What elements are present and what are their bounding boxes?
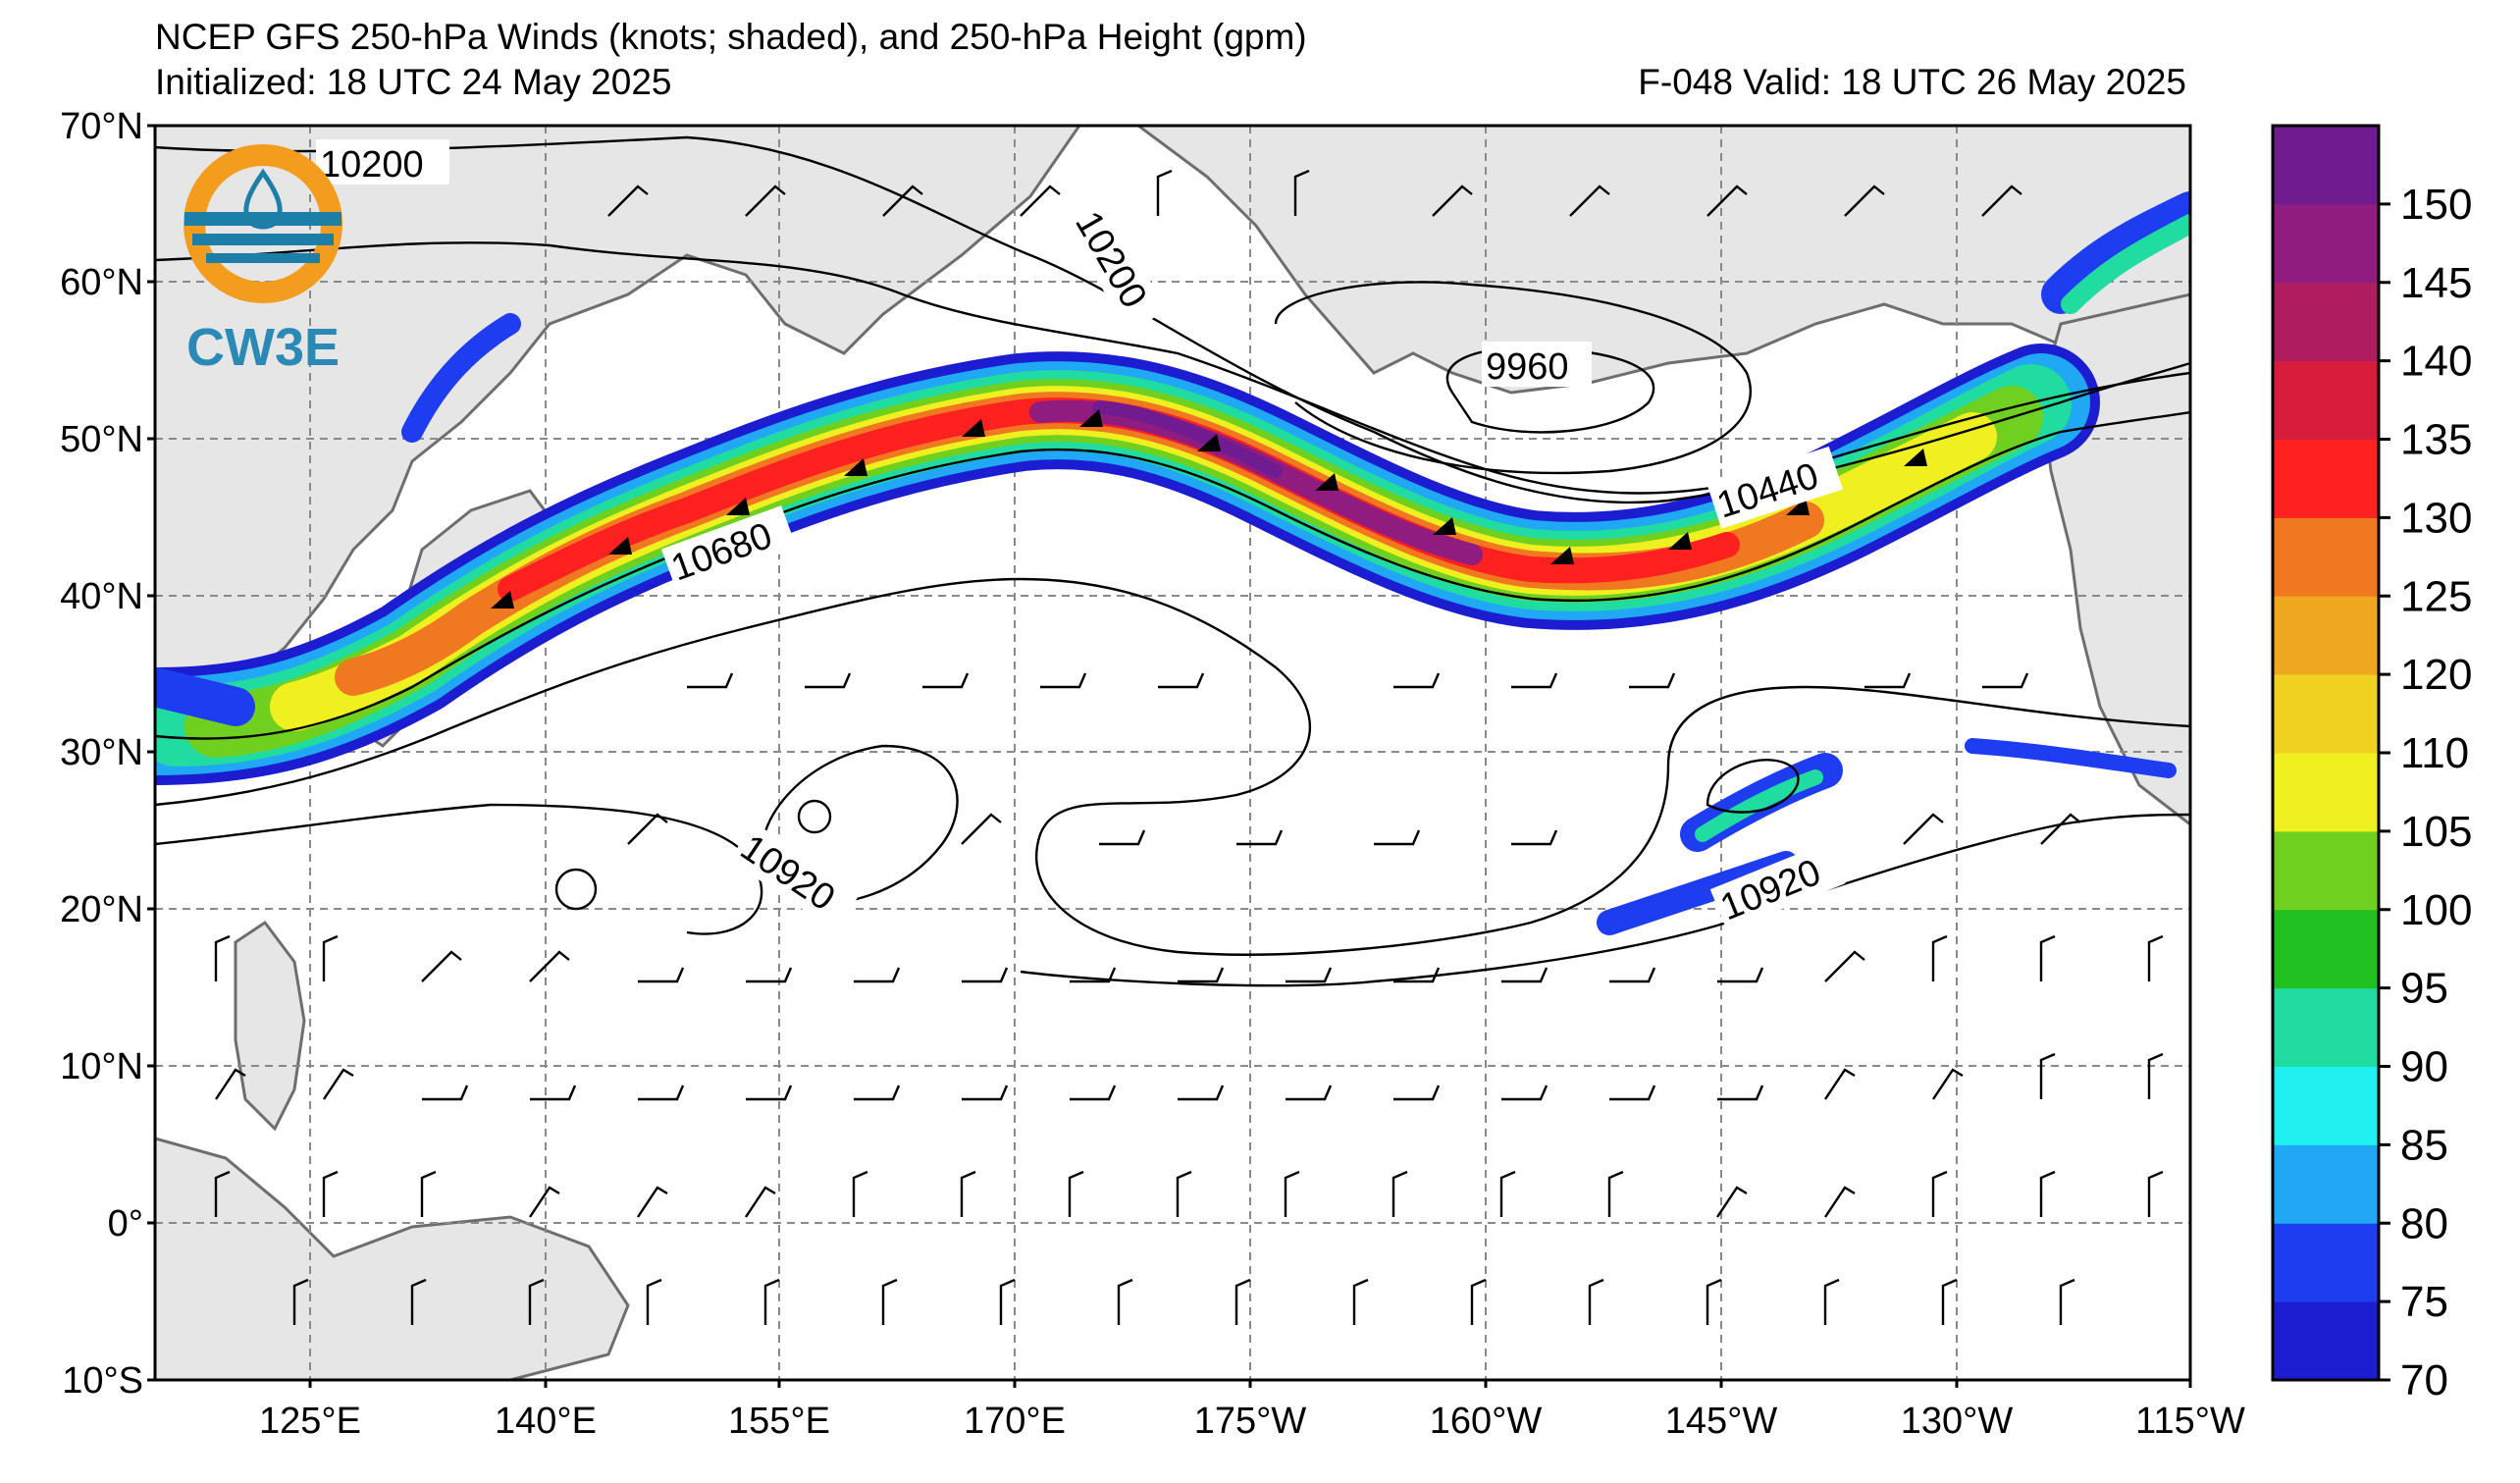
land-maritime-continent xyxy=(155,1137,630,1380)
lon-label: 130°W xyxy=(1901,1401,2014,1442)
wind-barbs xyxy=(214,169,2164,1325)
colorbar-segment xyxy=(2273,1066,2379,1145)
colorbar-tick-label: 85 xyxy=(2400,1121,2448,1169)
lat-label: 60°N xyxy=(60,262,143,303)
colorbar-segment xyxy=(2273,439,2379,518)
lon-label: 125°E xyxy=(259,1401,361,1442)
lat-label: 20°N xyxy=(60,889,143,930)
colorbar-ticks: 70 75 80 85 90 95 100 105 110 120 125 130 135 140 145 1… xyxy=(2379,181,2472,1404)
logo-text: CW3E xyxy=(186,318,340,377)
contour-label: 9960 xyxy=(1486,346,1569,388)
graticule xyxy=(155,126,2190,1380)
map-title: NCEP GFS 250-hPa Winds (knots; shaded), … xyxy=(155,17,1307,57)
colorbar-tick-label: 100 xyxy=(2400,886,2472,934)
colorbar-tick-label: 125 xyxy=(2400,572,2472,620)
lat-label: 10°S xyxy=(62,1360,143,1402)
water-drop-icon xyxy=(184,144,342,303)
colorbar-tick-label: 105 xyxy=(2400,808,2472,856)
lon-label: 175°W xyxy=(1194,1401,1307,1442)
colorbar xyxy=(2271,124,2381,1382)
lon-label: 145°W xyxy=(1665,1401,1778,1442)
colorbar-tick-label: 110 xyxy=(2400,729,2469,777)
colorbar-segment xyxy=(2273,909,2379,989)
lat-label: 40°N xyxy=(60,576,143,617)
colorbar-segment xyxy=(2273,830,2379,911)
colorbar-segment xyxy=(2273,1223,2379,1302)
lat-label: 70°N xyxy=(60,106,143,147)
colorbar-segment xyxy=(2273,517,2379,597)
lat-label: 30°N xyxy=(60,732,143,773)
colorbar-segment xyxy=(2273,1301,2379,1381)
lon-label: 160°W xyxy=(1430,1401,1543,1442)
colorbar-segment xyxy=(2273,596,2379,675)
valid-time: F-048 Valid: 18 UTC 26 May 2025 xyxy=(1638,62,2186,102)
colorbar-tick-label: 75 xyxy=(2400,1278,2448,1326)
wind-barbs-jet xyxy=(491,409,1927,609)
colorbar-segment xyxy=(2273,360,2379,440)
lat-label: 50°N xyxy=(60,419,143,460)
latitude-labels: 70°N 60°N 50°N 40°N 30°N 20°N 10°N 0° 10… xyxy=(60,106,143,1402)
lon-label: 140°E xyxy=(495,1401,597,1442)
cw3e-logo: CW3E xyxy=(184,144,342,377)
lon-label: 155°E xyxy=(728,1401,830,1442)
colorbar-tick-label: 135 xyxy=(2400,416,2472,464)
colorbar-segment xyxy=(2273,753,2379,832)
lon-label: 170°E xyxy=(964,1401,1066,1442)
colorbar-segment xyxy=(2273,282,2379,362)
land-philippines xyxy=(234,920,306,1132)
colorbar-tick-label: 130 xyxy=(2400,494,2472,542)
colorbar-tick-label: 90 xyxy=(2400,1043,2448,1091)
colorbar-tick-label: 120 xyxy=(2400,651,2472,699)
lon-label: 115°W xyxy=(2135,1401,2245,1442)
contour-label: 10200 xyxy=(320,144,424,185)
colorbar-tick-label: 140 xyxy=(2400,338,2472,386)
colorbar-segment xyxy=(2273,674,2379,754)
lat-label: 10°N xyxy=(60,1046,143,1087)
initialized-time: Initialized: 18 UTC 24 May 2025 xyxy=(155,62,672,102)
colorbar-segment xyxy=(2273,203,2379,284)
colorbar-tick-label: 95 xyxy=(2400,965,2448,1013)
colorbar-segment xyxy=(2273,1144,2379,1224)
jet-stream-shading xyxy=(155,191,2190,935)
colorbar-tick-label: 150 xyxy=(2400,181,2472,229)
colorbar-tick-label: 145 xyxy=(2400,259,2472,307)
colorbar-segment xyxy=(2273,126,2379,205)
colorbar-tick-label: 70 xyxy=(2400,1356,2448,1404)
lat-label: 0° xyxy=(108,1203,143,1245)
colorbar-tick-label: 80 xyxy=(2400,1199,2448,1247)
colorbar-segment xyxy=(2273,987,2379,1067)
longitude-labels: 125°E 140°E 155°E 170°E 175°W 160°W 145°… xyxy=(259,1401,2245,1442)
